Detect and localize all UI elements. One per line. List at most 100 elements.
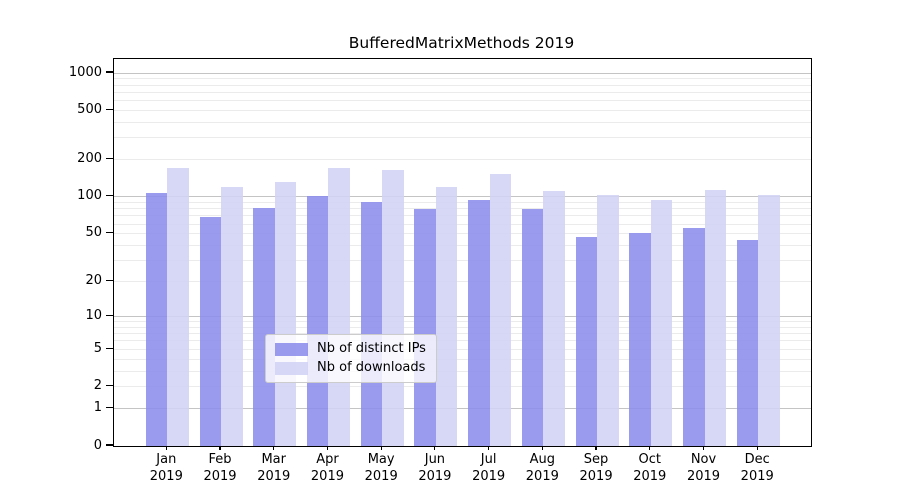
gridline-minor [114,84,811,86]
gridline-minor [114,100,811,102]
legend-row-downloads: Nb of downloads [275,361,426,375]
gridline-minor [114,215,811,217]
x-tick-label-may: May 2019 [364,452,398,484]
gridline-minor [114,281,811,283]
y-tick-mark [106,280,113,282]
y-tick-label-1: 1 [93,400,102,416]
y-tick-mark [106,385,113,387]
x-tick-mark [756,446,758,450]
bar-downloads-aug [543,190,565,446]
gridline-minor [114,333,811,335]
y-tick-mark [106,406,113,409]
x-tick-label-mar: Mar 2019 [257,452,291,484]
gridline-minor [114,223,811,225]
bar-ips-dec [736,240,759,446]
x-tick-label-apr: Apr 2019 [310,452,344,484]
bar-downloads-jul [489,173,512,446]
legend-label-downloads: Nb of downloads [317,360,426,375]
x-tick-mark [595,446,597,450]
y-tick-mark [106,347,113,349]
x-tick-mark [165,446,167,450]
x-tick-label-aug: Aug 2019 [525,452,559,484]
bar-downloads-jun [435,187,458,446]
x-tick-mark [326,446,329,450]
bar-downloads-dec [758,194,780,446]
bar-ips-feb [199,217,222,446]
bar-ips-mar [253,208,275,446]
gridline-minor [114,121,811,123]
gridline-minor [114,109,811,111]
y-tick-label-100: 100 [77,188,102,204]
bar-ips-may [360,202,383,446]
y-tick-mark [106,195,113,197]
legend-label-ips: Nb of distinct IPs [317,341,426,356]
bar-downloads-sep [597,194,619,446]
bar-ips-oct [629,232,651,446]
gridline-minor [114,260,811,262]
y-tick-label-200: 200 [77,151,102,167]
x-tick-mark [541,446,543,450]
x-tick-mark [380,446,382,450]
x-tick-mark [434,446,436,450]
bar-ips-jan [145,193,168,446]
x-tick-label-jul: Jul 2019 [472,452,506,484]
gridline-minor [114,233,811,235]
gridline-major [114,408,811,410]
y-tick-label-2: 2 [93,378,102,394]
gridline-minor [114,386,811,388]
x-tick-mark [649,446,651,450]
x-tick-mark [702,446,705,450]
gridline-minor [114,78,811,80]
x-tick-label-dec: Dec 2019 [740,452,774,484]
y-tick-mark [106,158,113,160]
gridline-minor [114,340,811,342]
x-tick-label-oct: Oct 2019 [633,452,667,484]
x-tick-label-sep: Sep 2019 [579,452,613,484]
bar-ips-jul [468,199,490,446]
chart-title: BufferedMatrixMethods 2019 [348,34,575,52]
bar-ips-nov [683,227,705,446]
gridline-minor [114,208,811,210]
y-tick-label-5: 5 [93,340,102,356]
bar-downloads-oct [650,200,673,446]
y-tick-label-500: 500 [77,101,102,117]
y-tick-mark [106,314,113,317]
bar-ips-sep [575,237,598,446]
bar-downloads-mar [274,182,297,446]
y-tick-mark [106,232,113,234]
y-tick-label-20: 20 [85,273,102,289]
gridline-major [114,72,811,74]
gridline-minor [114,370,811,372]
bar-downloads-feb [221,187,243,446]
y-tick-label-0: 0 [93,437,102,453]
x-tick-mark [219,446,221,450]
x-tick-mark [488,446,490,450]
gridline-major [114,196,811,198]
y-tick-mark [106,108,113,110]
y-tick-mark [106,71,113,73]
bar-downloads-may [382,169,404,446]
y-tick-label-1000: 1000 [68,64,102,80]
x-tick-label-feb: Feb 2019 [203,452,237,484]
x-tick-label-jan: Jan 2019 [149,452,183,484]
bar-downloads-apr [328,168,350,446]
bar-downloads-nov [704,190,726,446]
gridline-minor [114,321,811,323]
y-tick-label-50: 50 [85,225,102,241]
gridline-minor [114,137,811,139]
legend-swatch-ips-icon [275,342,308,356]
gridline-minor [114,91,811,93]
gridline-major [114,316,811,318]
bar-ips-aug [521,208,544,446]
gridline-minor [114,159,811,161]
bar-ips-apr [306,195,329,446]
x-tick-label-jun: Jun 2019 [418,452,452,484]
legend: Nb of distinct IPs Nb of downloads [265,334,437,383]
gridline-minor [114,358,811,360]
gridline-minor [114,348,811,350]
plot-area [113,58,812,447]
gridline-minor [114,245,811,246]
y-tick-mark [106,444,113,446]
bar-ips-jun [414,209,436,446]
